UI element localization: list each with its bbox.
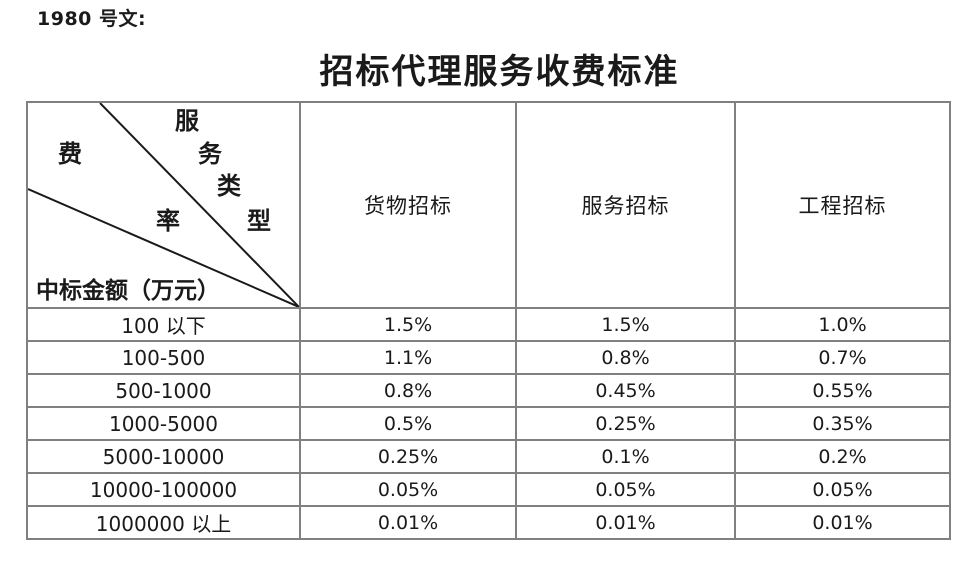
table-row: 10000-100000 0.05% 0.05% 0.05% bbox=[26, 472, 951, 507]
table-row: 1000-5000 0.5% 0.25% 0.35% bbox=[26, 406, 951, 441]
goods-rate-cell: 0.8% bbox=[299, 373, 517, 408]
amount-cell: 5000-10000 bbox=[26, 439, 301, 474]
amount-cell: 100 以下 bbox=[26, 307, 301, 342]
goods-rate-cell: 1.5% bbox=[299, 307, 517, 342]
amount-cell: 10000-100000 bbox=[26, 472, 301, 507]
diagonal-divider-lines bbox=[29, 104, 298, 306]
engineering-rate-cell: 0.01% bbox=[734, 505, 951, 540]
table-row: 1000000 以上 0.01% 0.01% 0.01% bbox=[26, 505, 951, 540]
engineering-rate-cell: 1.0% bbox=[734, 307, 951, 342]
diagonal-corner-inner: 服 务 类 型 费 率 中标金额（万元） bbox=[29, 104, 298, 306]
engineering-rate-cell: 0.05% bbox=[734, 472, 951, 507]
goods-rate-cell: 1.1% bbox=[299, 340, 517, 375]
fee-standard-table: 服 务 类 型 费 率 中标金额（万元） 货物招标 服务招标 工程招标 100 … bbox=[26, 101, 951, 540]
goods-rate-cell: 0.25% bbox=[299, 439, 517, 474]
table-row: 500-1000 0.8% 0.45% 0.55% bbox=[26, 373, 951, 408]
service-rate-cell: 0.45% bbox=[515, 373, 736, 408]
column-header-service: 服务招标 bbox=[515, 101, 736, 309]
engineering-rate-cell: 0.55% bbox=[734, 373, 951, 408]
service-rate-cell: 0.25% bbox=[515, 406, 736, 441]
corner-type-char-4: 型 bbox=[247, 209, 271, 235]
amount-cell: 500-1000 bbox=[26, 373, 301, 408]
service-rate-cell: 0.05% bbox=[515, 472, 736, 507]
table-row: 100-500 1.1% 0.8% 0.7% bbox=[26, 340, 951, 375]
service-rate-cell: 0.01% bbox=[515, 505, 736, 540]
corner-type-char-3: 类 bbox=[217, 174, 241, 200]
amount-cell: 1000000 以上 bbox=[26, 505, 301, 540]
goods-rate-cell: 0.5% bbox=[299, 406, 517, 441]
engineering-rate-cell: 0.35% bbox=[734, 406, 951, 441]
table-row: 100 以下 1.5% 1.5% 1.0% bbox=[26, 307, 951, 342]
goods-rate-cell: 0.05% bbox=[299, 472, 517, 507]
corner-type-char-2: 务 bbox=[198, 142, 222, 168]
corner-amount-label: 中标金额（万元） bbox=[36, 278, 220, 303]
header-row: 服 务 类 型 费 率 中标金额（万元） 货物招标 服务招标 工程招标 bbox=[26, 101, 951, 309]
corner-type-char-1: 服 bbox=[175, 109, 199, 135]
page-title: 招标代理服务收费标准 bbox=[319, 54, 680, 91]
service-rate-cell: 0.8% bbox=[515, 340, 736, 375]
table-row: 5000-10000 0.25% 0.1% 0.2% bbox=[26, 439, 951, 474]
column-header-engineering: 工程招标 bbox=[734, 101, 951, 309]
goods-rate-cell: 0.01% bbox=[299, 505, 517, 540]
doc-number-label: 1980 号文: bbox=[37, 8, 147, 30]
column-header-goods: 货物招标 bbox=[299, 101, 517, 309]
engineering-rate-cell: 0.2% bbox=[734, 439, 951, 474]
service-rate-cell: 0.1% bbox=[515, 439, 736, 474]
diagonal-corner-cell: 服 务 类 型 费 率 中标金额（万元） bbox=[26, 101, 301, 309]
amount-cell: 100-500 bbox=[26, 340, 301, 375]
engineering-rate-cell: 0.7% bbox=[734, 340, 951, 375]
service-rate-cell: 1.5% bbox=[515, 307, 736, 342]
corner-rate-char-2: 率 bbox=[156, 209, 180, 235]
corner-rate-char-1: 费 bbox=[58, 142, 82, 168]
amount-cell: 1000-5000 bbox=[26, 406, 301, 441]
